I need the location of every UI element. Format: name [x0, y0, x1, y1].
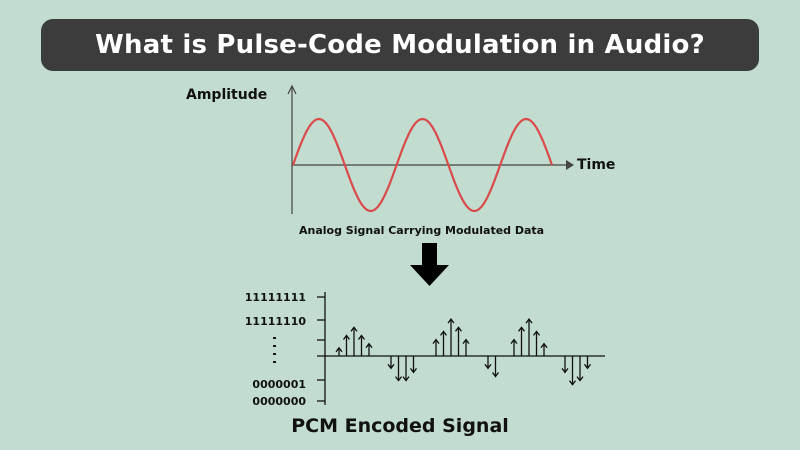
- analog-signal-wave: [291, 117, 554, 213]
- sample-arrowhead: [409, 368, 418, 374]
- sample-arrowhead: [454, 326, 463, 332]
- down-arrow-icon: [410, 243, 449, 286]
- sample-arrowhead: [583, 363, 592, 370]
- sample-arrowhead: [387, 363, 395, 370]
- level-label: 0000001: [252, 378, 306, 391]
- sample-arrowhead: [525, 318, 533, 324]
- analog-axes: [287, 84, 568, 214]
- level-label: 11111110: [244, 315, 306, 328]
- level-label: 0000000: [252, 395, 306, 408]
- sample-arrowhead: [350, 326, 358, 332]
- sample-arrowhead: [335, 346, 343, 353]
- level-label: 11111111: [244, 291, 306, 304]
- analog-y-arrowhead: [287, 84, 297, 95]
- page-title: What is Pulse-Code Modulation in Audio?: [95, 30, 705, 60]
- analog-x-arrowhead: [566, 160, 574, 170]
- sample-arrowhead: [576, 376, 584, 382]
- amplitude-axis-label: Amplitude: [186, 87, 268, 103]
- sample-arrowhead: [439, 330, 448, 336]
- title-banner: What is Pulse-Code Modulation in Audio?: [41, 19, 759, 71]
- sample-arrowhead: [517, 326, 526, 332]
- sample-arrowhead: [561, 368, 569, 374]
- time-axis-label: Time: [577, 157, 616, 173]
- pcm-axes: [317, 292, 605, 405]
- sample-arrowhead: [532, 330, 541, 336]
- sample-arrowhead: [394, 376, 403, 382]
- sample-arrowhead: [402, 376, 410, 382]
- sample-arrowhead: [432, 338, 440, 344]
- sample-arrowhead: [540, 342, 548, 349]
- analog-signal-caption: Analog Signal Carrying Modulated Data: [299, 224, 545, 237]
- sample-arrowhead: [491, 372, 500, 378]
- sample-arrowhead: [568, 380, 577, 386]
- sample-arrowhead: [510, 338, 518, 344]
- pcm-signal-title: PCM Encoded Signal: [291, 415, 509, 437]
- sample-arrowhead: [484, 363, 492, 370]
- sample-arrowhead: [342, 334, 351, 340]
- sample-arrowhead: [365, 342, 373, 349]
- sample-arrowhead: [462, 338, 470, 344]
- sample-arrowhead: [357, 334, 366, 340]
- pcm-samples: [335, 318, 592, 386]
- sample-arrowhead: [447, 318, 455, 324]
